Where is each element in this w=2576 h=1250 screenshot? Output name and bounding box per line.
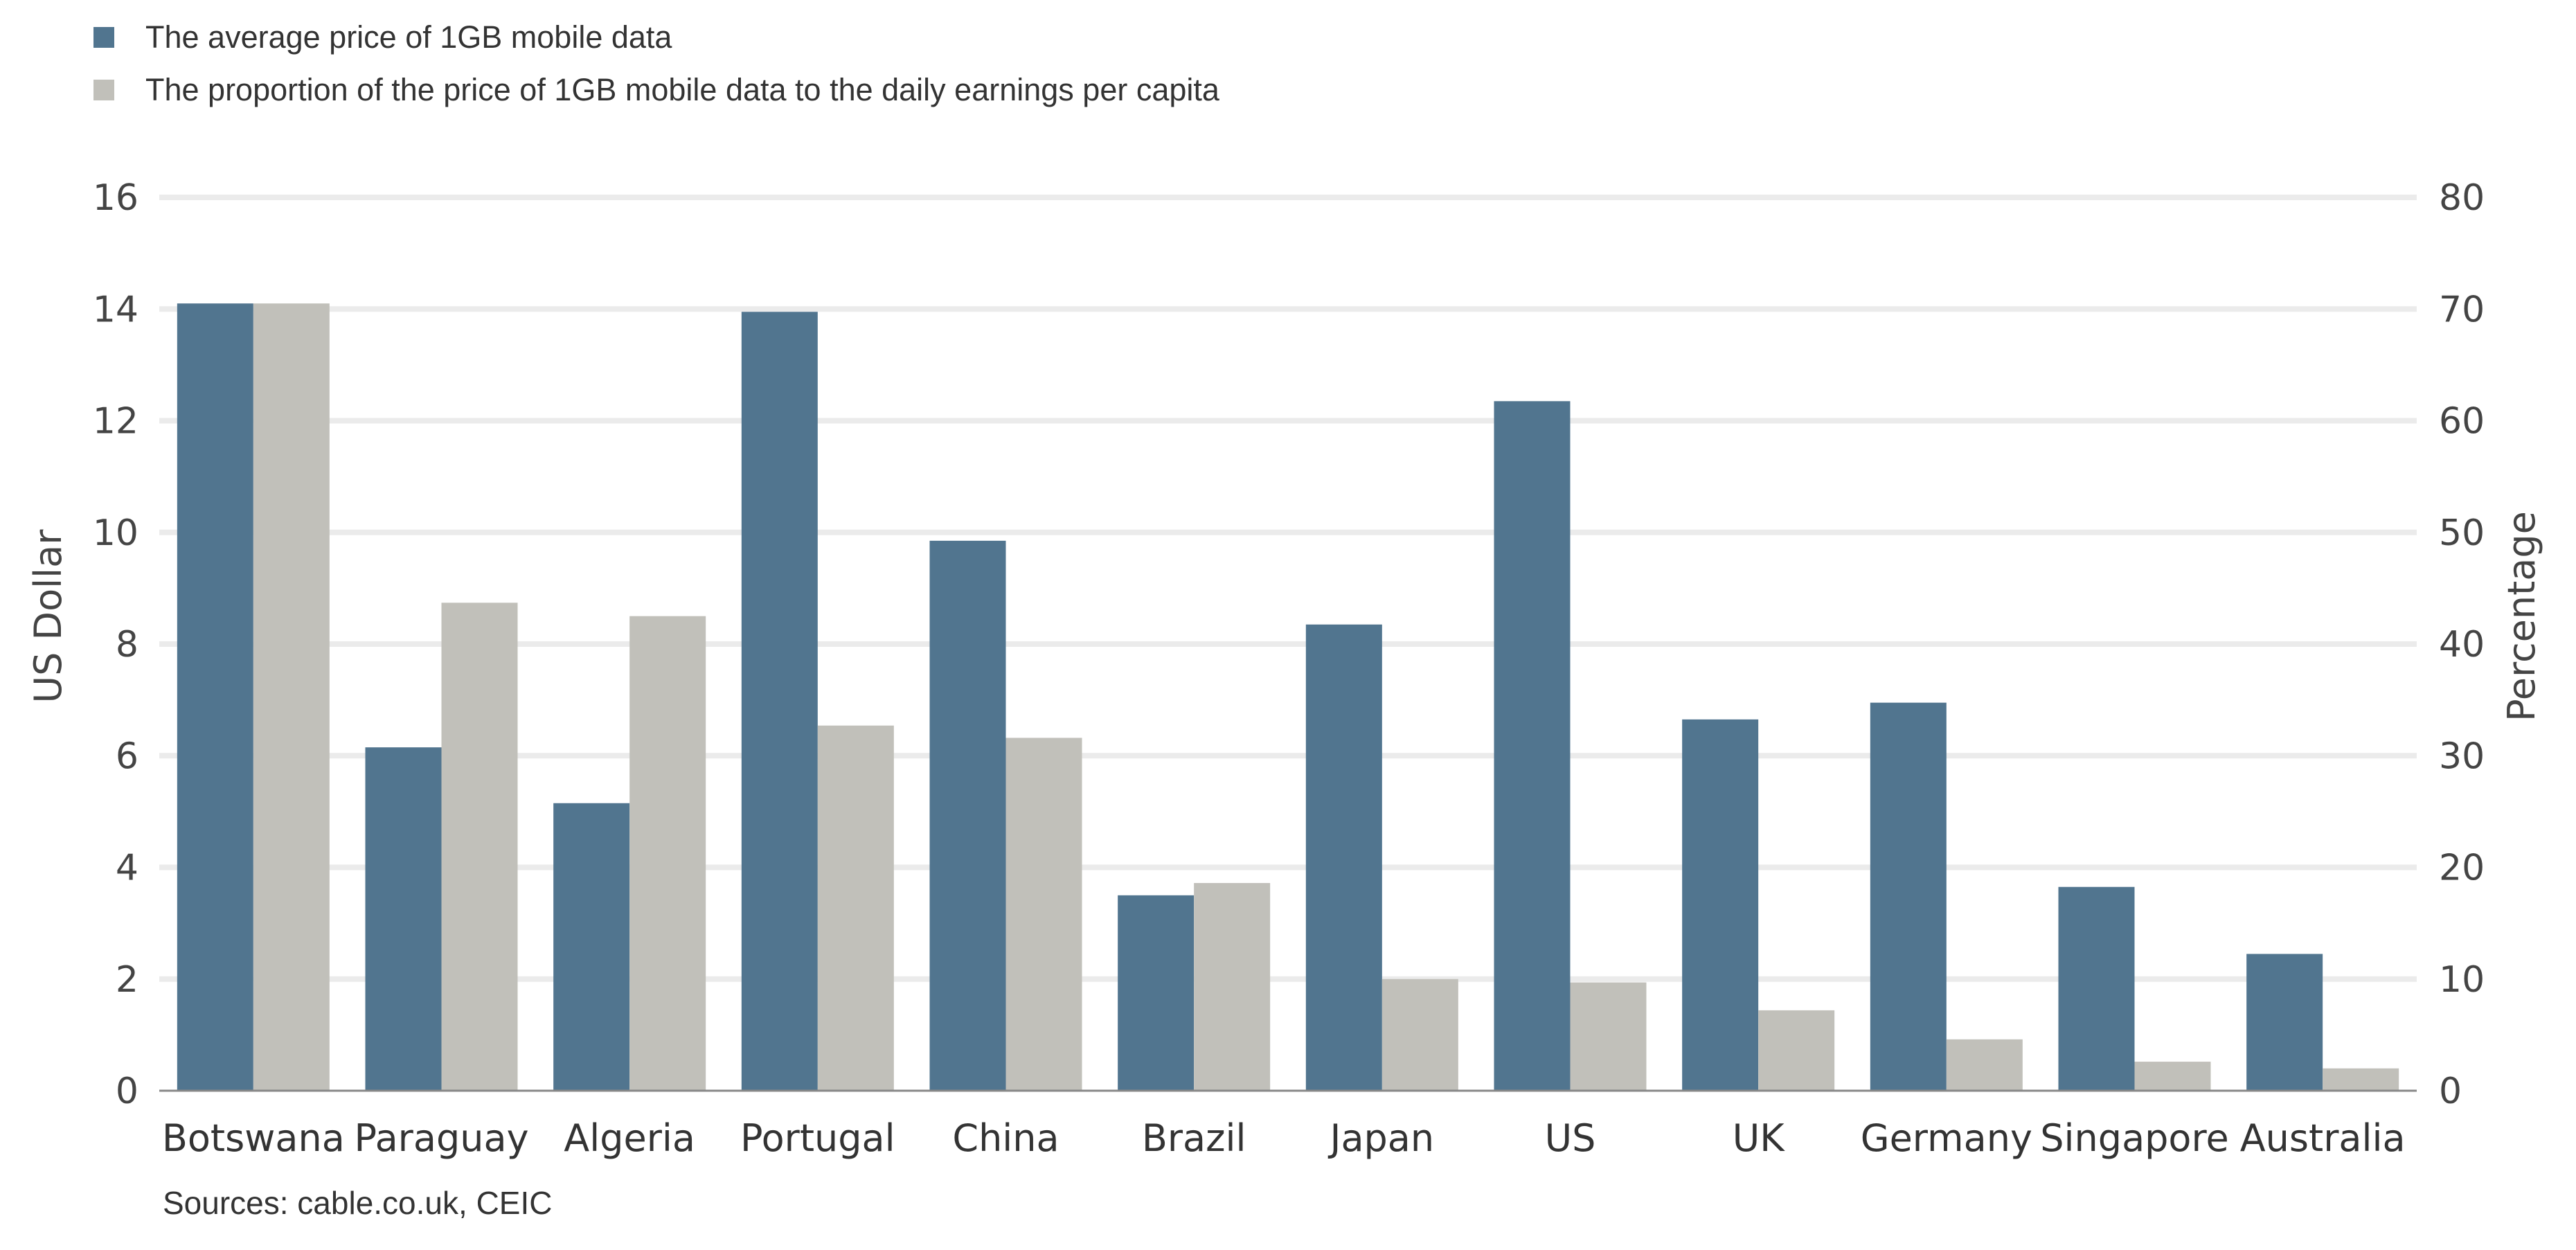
legend-swatch-series1: [93, 27, 114, 48]
x-tick-label: Portugal: [740, 1116, 895, 1160]
legend-swatch-series2: [93, 80, 114, 100]
legend-item-series1: The average price of 1GB mobile data: [93, 17, 672, 58]
bar-proportion-uk: [1758, 1010, 1835, 1091]
x-tick-label: Botswana: [162, 1116, 345, 1160]
bar-proportion-australia: [2323, 1068, 2399, 1091]
bar-price-japan: [1305, 624, 1382, 1091]
y-tick-label-left: 0: [116, 1071, 138, 1112]
y-tick-label-left: 14: [93, 289, 138, 330]
y-tick-label-left: 10: [93, 512, 138, 554]
y-tick-label-left: 8: [116, 624, 138, 666]
tick-labels: 0 2 4 6 8 10 12 14 16 0 10 20 30 40 50 60 70 80 Botswana Pa…: [26, 177, 2543, 1160]
bar-proportion-germany: [1946, 1039, 2023, 1091]
x-tick-label: China: [952, 1116, 1059, 1160]
y-tick-label-right: 20: [2439, 848, 2485, 889]
y-tick-label-right: 70: [2439, 289, 2485, 330]
legend-item-series2: The proportion of the price of 1GB mobil…: [93, 69, 1219, 111]
bar-proportion-botswana: [253, 303, 330, 1091]
bars: [177, 303, 2399, 1091]
y-tick-label-right: 30: [2439, 735, 2485, 777]
y-tick-label-left: 12: [93, 401, 138, 443]
bar-proportion-paraguay: [441, 602, 518, 1091]
bar-price-uk: [1682, 719, 1759, 1091]
legend-label-series1: The average price of 1GB mobile data: [145, 19, 672, 55]
bar-price-botswana: [177, 303, 253, 1091]
bar-proportion-algeria: [629, 616, 706, 1091]
y-tick-label-right: 40: [2439, 624, 2485, 666]
gridlines: [159, 195, 2417, 982]
bar-price-algeria: [553, 803, 630, 1091]
y-tick-label-left: 4: [116, 848, 138, 889]
x-tick-label: Australia: [2240, 1116, 2406, 1160]
y-axis-title-right: Percentage: [2500, 511, 2543, 722]
y-tick-label-right: 50: [2439, 512, 2485, 554]
bar-proportion-singapore: [2134, 1062, 2211, 1091]
x-tick-label: Singapore: [2040, 1116, 2228, 1160]
x-tick-label: UK: [1733, 1116, 1786, 1160]
y-tick-label-left: 2: [116, 959, 138, 1001]
y-tick-label-left: 16: [93, 177, 138, 219]
y-tick-label-right: 0: [2439, 1071, 2462, 1112]
bar-price-singapore: [2058, 886, 2135, 1091]
y-tick-label-left: 6: [116, 735, 138, 777]
bar-proportion-brazil: [1194, 883, 1271, 1091]
bar-proportion-portugal: [817, 725, 894, 1091]
bar-price-germany: [1870, 702, 1947, 1091]
y-tick-label-right: 60: [2439, 401, 2485, 443]
x-tick-label: Algeria: [564, 1116, 695, 1160]
bar-price-china: [929, 540, 1006, 1091]
source-note: Sources: cable.co.uk, CEIC: [163, 1185, 553, 1221]
x-tick-label: Paraguay: [354, 1116, 528, 1160]
bar-price-portugal: [741, 312, 818, 1091]
x-tick-label: Germany: [1861, 1116, 2032, 1160]
x-tick-label: Brazil: [1142, 1116, 1246, 1160]
bar-price-paraguay: [365, 747, 442, 1091]
x-tick-label: US: [1545, 1116, 1596, 1160]
bar-price-brazil: [1118, 895, 1195, 1091]
bar-proportion-china: [1005, 738, 1082, 1091]
y-tick-label-right: 80: [2439, 177, 2485, 219]
bar-price-australia: [2246, 954, 2323, 1091]
x-tick-label: Japan: [1328, 1116, 1435, 1160]
legend-label-series2: The proportion of the price of 1GB mobil…: [145, 72, 1219, 107]
bar-proportion-japan: [1381, 979, 1458, 1091]
y-tick-label-right: 10: [2439, 959, 2485, 1001]
y-axis-title-left: US Dollar: [26, 529, 70, 704]
bar-proportion-us: [1570, 982, 1647, 1091]
bar-price-us: [1494, 401, 1571, 1091]
